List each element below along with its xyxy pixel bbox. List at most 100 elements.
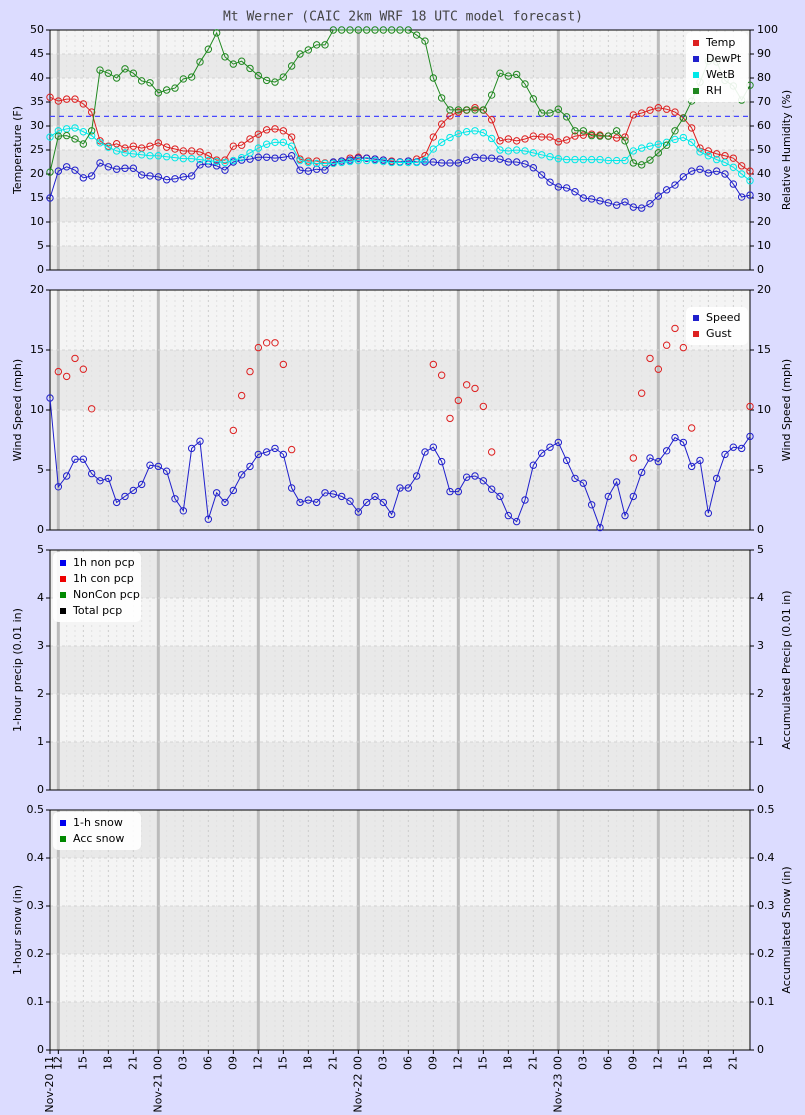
data-point xyxy=(237,141,246,149)
data-point xyxy=(437,159,446,167)
data-point xyxy=(687,167,696,175)
data-point xyxy=(412,158,421,167)
data-point xyxy=(587,501,596,509)
y2-tick-label: 0 xyxy=(757,1043,764,1056)
data-point xyxy=(154,152,163,160)
data-point xyxy=(96,159,104,167)
data-point xyxy=(121,492,129,501)
data-point xyxy=(79,100,88,108)
data-point xyxy=(504,72,513,80)
data-point xyxy=(146,461,154,469)
data-point xyxy=(712,150,721,158)
data-point xyxy=(446,133,454,142)
data-point xyxy=(87,469,96,478)
x-tick-label: Nov-20 11 xyxy=(43,1056,56,1113)
data-point xyxy=(737,162,746,170)
data-point xyxy=(121,144,129,152)
legend-box xyxy=(686,307,748,345)
data-point xyxy=(162,153,171,161)
y2-axis-label: Accumulated Precip (0.01 in) xyxy=(780,590,793,749)
data-point xyxy=(204,152,213,160)
x-tick-label: Nov-22 00 xyxy=(351,1056,364,1113)
legend-label: Temp xyxy=(705,36,735,49)
data-point xyxy=(654,104,663,112)
data-point xyxy=(621,137,629,145)
x-tick-label: 18 xyxy=(301,1056,314,1070)
data-point xyxy=(104,163,113,171)
data-point xyxy=(746,167,754,175)
x-tick-label: 21 xyxy=(126,1056,139,1070)
data-point xyxy=(71,95,79,103)
legend-label: NonCon pcp xyxy=(73,588,140,601)
data-point xyxy=(87,108,96,116)
data-point xyxy=(371,156,379,165)
data-point xyxy=(504,135,513,143)
data-point xyxy=(362,26,371,34)
data-point xyxy=(196,58,204,66)
data-point xyxy=(496,492,504,501)
data-point xyxy=(646,354,654,363)
data-point xyxy=(496,155,504,163)
y2-tick-label: 15 xyxy=(757,343,771,356)
data-point xyxy=(371,492,379,501)
data-point xyxy=(587,155,596,164)
data-point xyxy=(679,133,688,142)
legend-swatch xyxy=(693,56,699,62)
data-point xyxy=(662,105,671,113)
data-point xyxy=(562,113,571,121)
data-point xyxy=(479,129,488,137)
data-point xyxy=(529,132,538,140)
data-point xyxy=(579,155,588,164)
y2-tick-label: 40 xyxy=(757,167,771,180)
data-point xyxy=(137,151,146,159)
data-point xyxy=(196,148,204,156)
data-point xyxy=(471,472,479,480)
data-point xyxy=(446,487,454,496)
data-point xyxy=(154,462,163,471)
y-tick-label: 0.5 xyxy=(27,803,45,816)
data-point xyxy=(246,367,254,376)
y-tick-label: 25 xyxy=(30,143,44,156)
y-tick-label: 20 xyxy=(30,167,44,180)
data-point xyxy=(79,455,88,463)
data-point xyxy=(229,426,238,435)
data-point xyxy=(687,138,696,147)
data-point xyxy=(171,84,179,92)
data-point xyxy=(712,474,721,483)
data-point xyxy=(154,139,163,147)
x-tick-label: 09 xyxy=(626,1056,639,1070)
legend-swatch xyxy=(60,576,66,582)
data-point xyxy=(54,167,63,175)
data-point xyxy=(112,165,121,173)
y2-tick-label: 5 xyxy=(757,543,764,556)
data-point xyxy=(654,365,663,373)
y-tick-label: 20 xyxy=(30,283,44,296)
legend-label: Total pcp xyxy=(72,604,122,617)
data-point xyxy=(571,127,579,135)
x-tick-label: Nov-23 00 xyxy=(551,1056,564,1113)
data-point xyxy=(621,156,629,165)
data-point xyxy=(46,133,54,141)
data-point xyxy=(662,141,671,149)
data-point xyxy=(337,158,346,167)
data-point xyxy=(696,456,704,465)
data-point xyxy=(454,108,463,116)
legend-label: 1h non pcp xyxy=(73,556,135,569)
data-point xyxy=(137,77,146,85)
data-point xyxy=(737,444,746,453)
data-point xyxy=(71,455,79,463)
y2-tick-label: 70 xyxy=(757,95,771,108)
data-point xyxy=(229,60,238,68)
data-point xyxy=(279,450,288,459)
y-tick-label: 5 xyxy=(37,463,44,476)
data-point xyxy=(296,498,304,507)
data-point xyxy=(712,155,721,164)
x-tick-label: 18 xyxy=(101,1056,114,1070)
data-point xyxy=(671,433,679,442)
data-point xyxy=(196,161,204,169)
data-point xyxy=(529,461,538,469)
data-point xyxy=(254,144,263,152)
data-point xyxy=(437,457,446,466)
data-point xyxy=(79,128,88,136)
data-point xyxy=(312,157,321,165)
